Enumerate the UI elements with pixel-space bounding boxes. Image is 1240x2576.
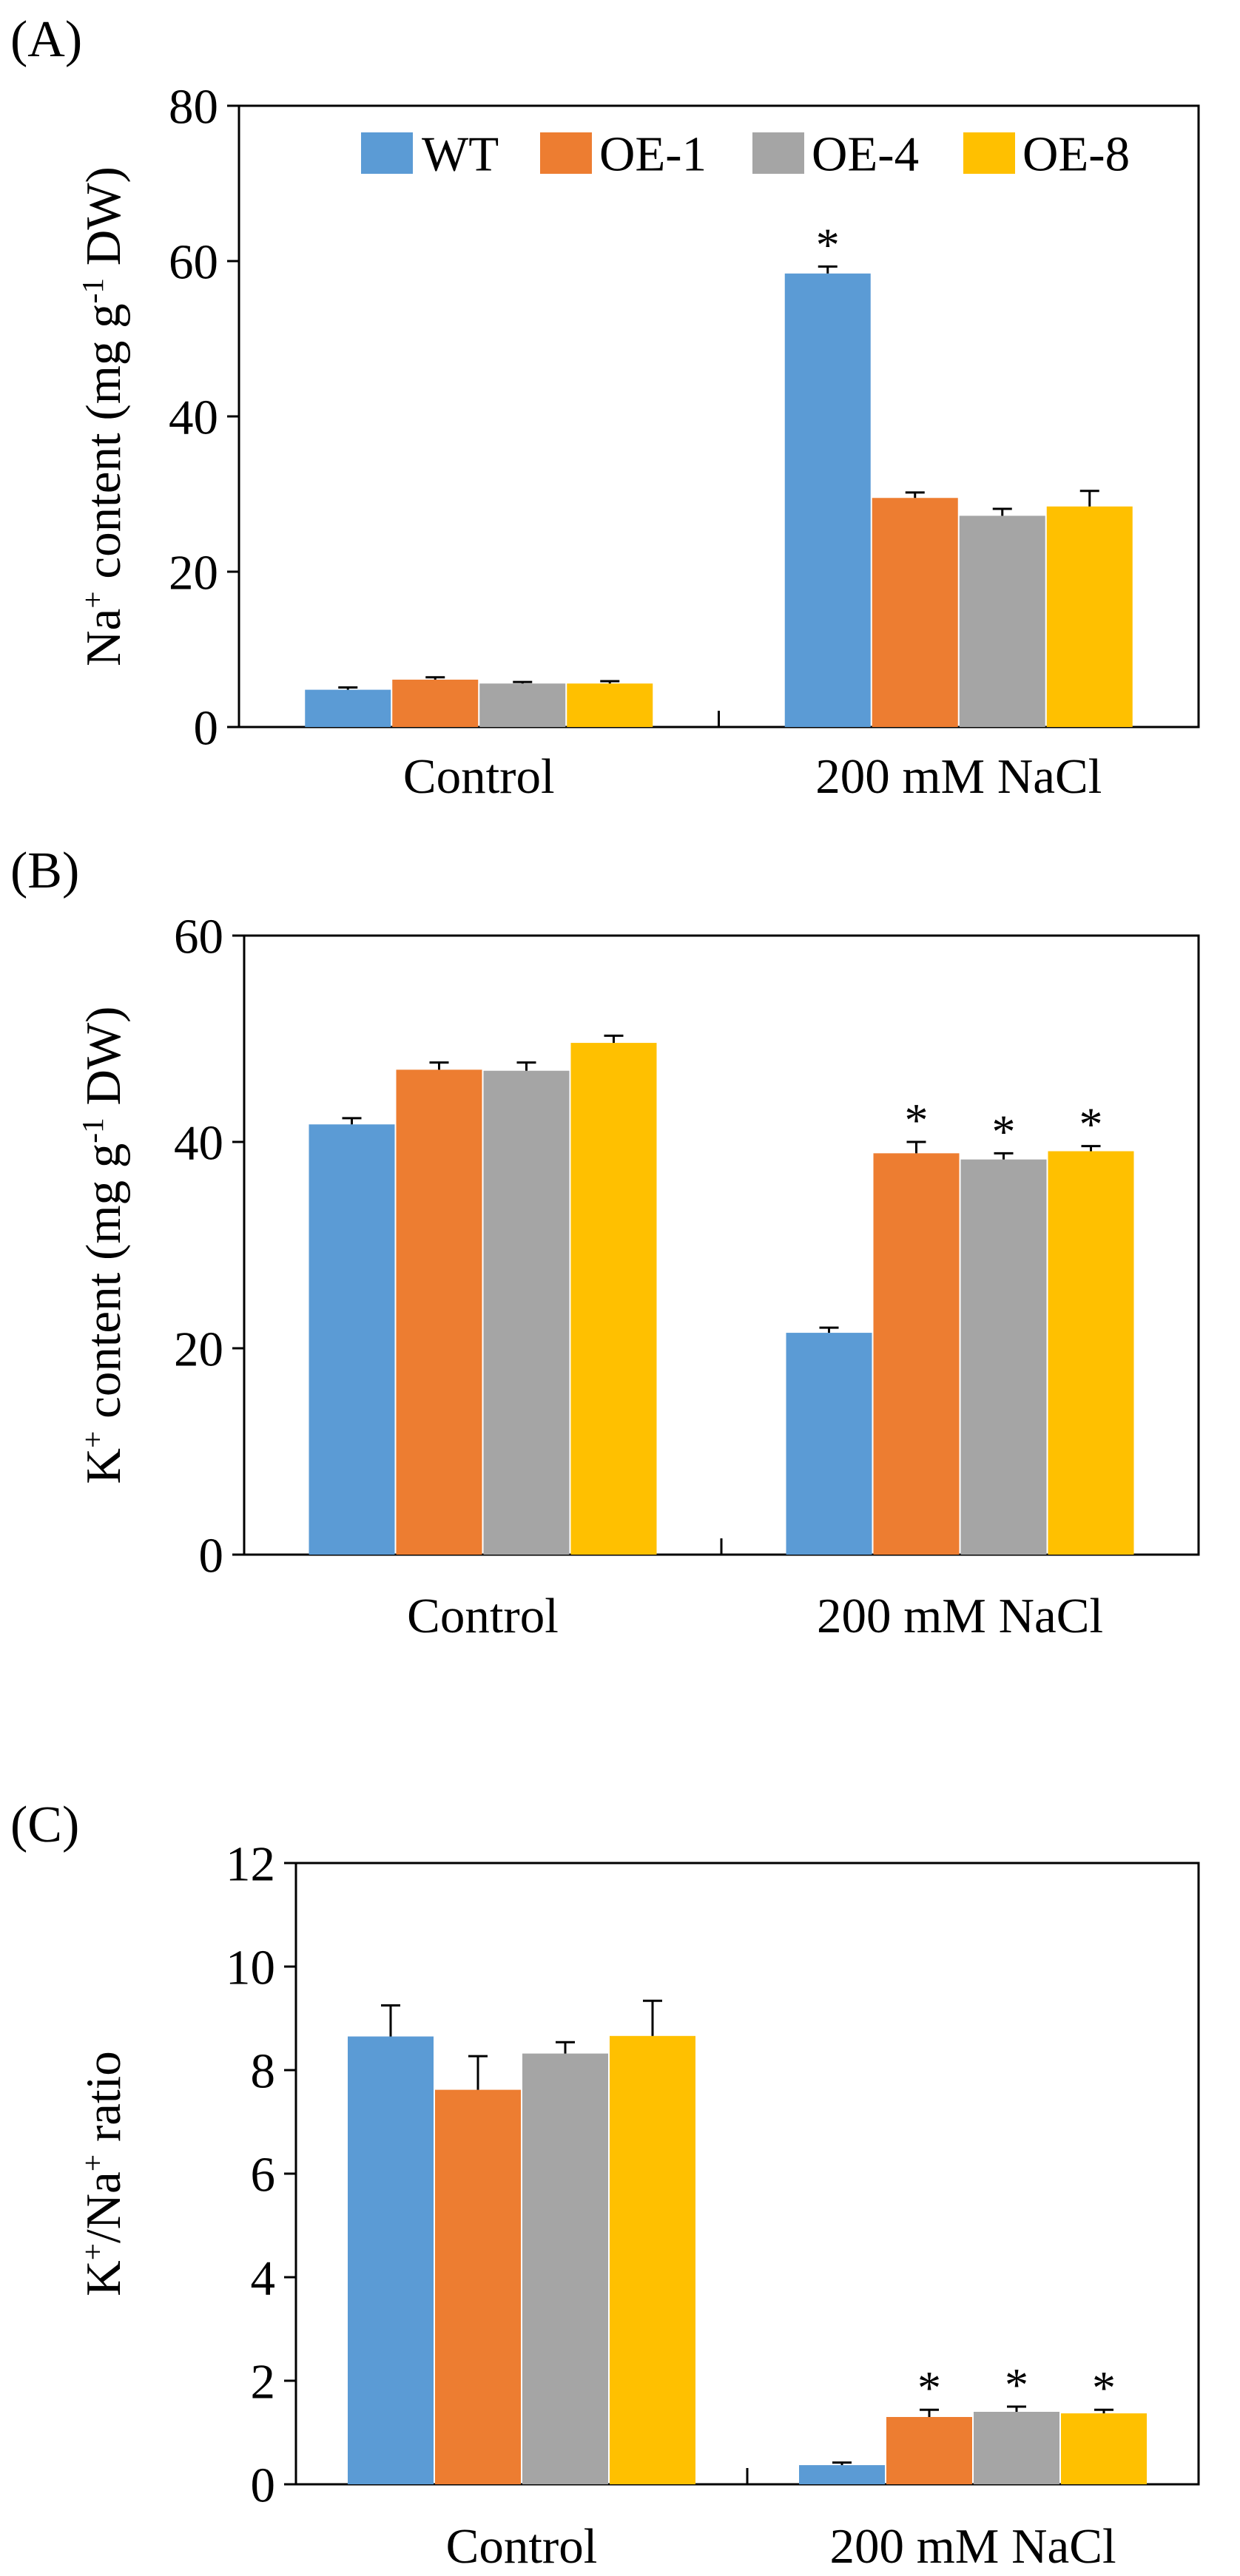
panel-label: (B) bbox=[10, 842, 79, 899]
bar-oe-4 bbox=[974, 2412, 1059, 2484]
bar-oe-4 bbox=[959, 515, 1045, 727]
y-tick-label: 2 bbox=[251, 2354, 276, 2409]
bar-oe-4 bbox=[960, 1159, 1047, 1555]
bar-oe-8 bbox=[570, 1043, 657, 1555]
panel-b: (B) 0 20 40 60 K+ content (mg g-1 DW) Control *… bbox=[10, 842, 1200, 1643]
bar-oe-1 bbox=[396, 1069, 482, 1555]
x-category-label: 200 mM NaCl bbox=[829, 2519, 1116, 2574]
y-tick-label: 0 bbox=[251, 2458, 276, 2512]
significance-marker: * bbox=[992, 1105, 1016, 1157]
y-tick-label: 4 bbox=[251, 2251, 276, 2305]
bar-oe-1 bbox=[872, 498, 958, 727]
bar-oe-8 bbox=[610, 2035, 695, 2484]
y-tick-label: 60 bbox=[174, 909, 223, 964]
x-category-label: Control bbox=[446, 2519, 598, 2574]
y-tick-label: 10 bbox=[226, 1940, 275, 1995]
y-tick-label: 6 bbox=[251, 2147, 276, 2202]
panel-label: (A) bbox=[10, 11, 82, 68]
bar-oe-1 bbox=[435, 2089, 521, 2484]
bar-oe-1 bbox=[392, 679, 479, 727]
significance-marker: * bbox=[917, 2362, 941, 2414]
bar-wt bbox=[784, 273, 871, 727]
legend-swatch bbox=[540, 132, 592, 174]
x-category-label: Control bbox=[407, 1589, 559, 1643]
y-tick-label: 0 bbox=[194, 700, 219, 755]
significance-marker: * bbox=[1005, 2359, 1028, 2411]
panel-a: (A) 0 20 40 60 80 Na+ content (mg g-1 DW) Contr… bbox=[10, 11, 1200, 804]
y-tick-label: 8 bbox=[251, 2043, 276, 2098]
y-tick-label: 20 bbox=[174, 1322, 223, 1376]
panel-c: (C) 0 2 4 6 8 10 12 K+/Na+ ratio Control * * * 200 mM… bbox=[10, 1796, 1200, 2574]
legend-label: OE-8 bbox=[1022, 126, 1130, 181]
bar-wt bbox=[799, 2465, 885, 2484]
legend-label: WT bbox=[422, 126, 499, 181]
bar-oe-4 bbox=[479, 683, 566, 727]
y-tick-label: 20 bbox=[169, 545, 218, 600]
bar-wt bbox=[348, 2036, 434, 2484]
y-tick-label: 80 bbox=[169, 79, 218, 134]
y-axis-label: K+/Na+ ratio bbox=[75, 2051, 131, 2296]
y-tick-label: 12 bbox=[226, 1836, 275, 1891]
bar-oe-4 bbox=[522, 2053, 608, 2484]
bar-oe-8 bbox=[1061, 2413, 1147, 2484]
legend: WT OE-1 OE-4 OE-8 bbox=[361, 126, 1130, 181]
legend-swatch bbox=[361, 132, 413, 174]
legend-swatch bbox=[963, 132, 1015, 174]
significance-marker: * bbox=[816, 218, 840, 271]
panel-label: (C) bbox=[10, 1796, 79, 1853]
legend-swatch bbox=[752, 132, 804, 174]
significance-marker: * bbox=[1079, 1098, 1103, 1151]
y-tick-label: 60 bbox=[169, 234, 218, 289]
significance-marker: * bbox=[905, 1094, 929, 1146]
legend-label: OE-1 bbox=[599, 126, 707, 181]
x-category-label: Control bbox=[403, 749, 555, 804]
x-category-label: 200 mM NaCl bbox=[817, 1589, 1103, 1643]
y-axis-label: K+ content (mg g-1 DW) bbox=[75, 1006, 131, 1484]
bar-wt bbox=[786, 1333, 872, 1555]
bar-oe-1 bbox=[886, 2417, 972, 2484]
bar-oe-8 bbox=[1048, 1151, 1134, 1555]
bar-wt bbox=[305, 689, 391, 727]
y-tick-label: 0 bbox=[199, 1528, 224, 1583]
significance-marker: * bbox=[1092, 2362, 1116, 2414]
y-tick-label: 40 bbox=[169, 390, 218, 444]
y-tick-label: 40 bbox=[174, 1115, 223, 1170]
legend-label: OE-4 bbox=[812, 126, 919, 181]
bar-wt bbox=[309, 1124, 395, 1555]
bar-oe-4 bbox=[483, 1070, 570, 1555]
x-category-label: 200 mM NaCl bbox=[815, 749, 1102, 804]
bar-oe-8 bbox=[1046, 506, 1133, 727]
bar-oe-1 bbox=[873, 1153, 960, 1555]
bar-oe-8 bbox=[567, 683, 653, 727]
y-axis-label: Na+ content (mg g-1 DW) bbox=[75, 166, 131, 666]
